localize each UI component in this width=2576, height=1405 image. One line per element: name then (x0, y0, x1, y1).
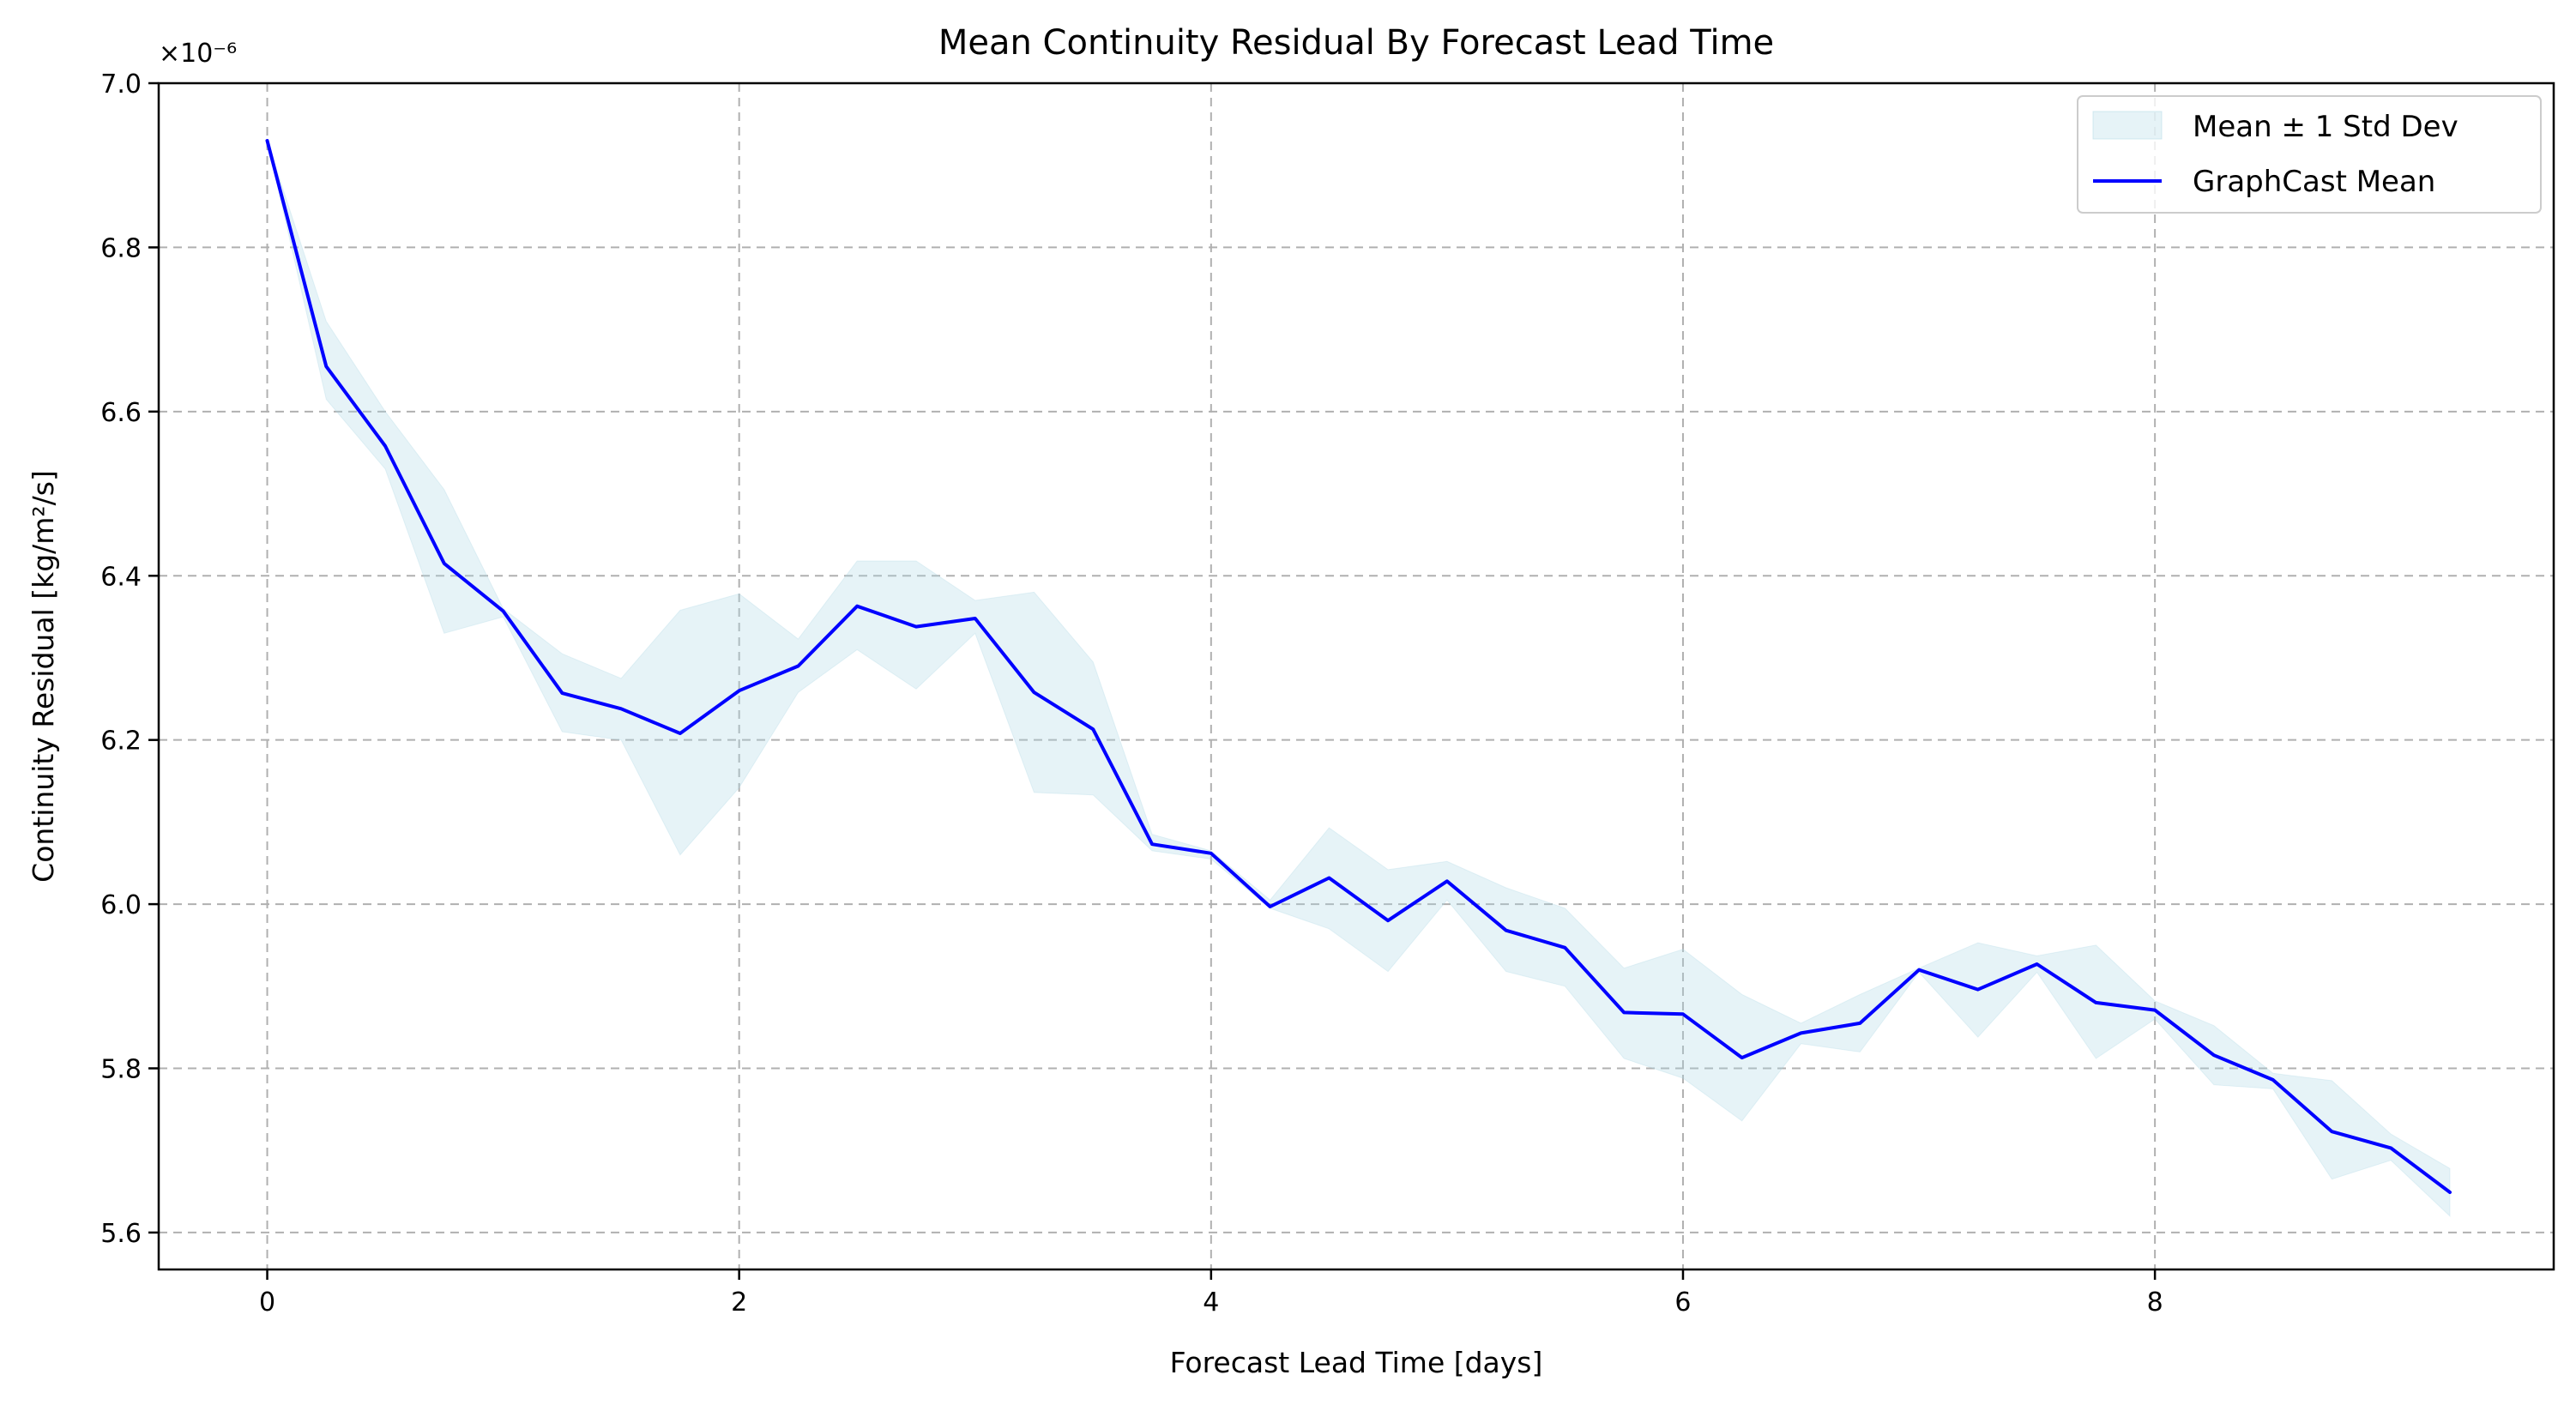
y-axis-label: Continuity Residual [kg/m²/s] (27, 470, 60, 883)
y-tick-label: 6.6 (100, 398, 142, 428)
x-tick-label: 8 (2147, 1287, 2163, 1318)
mean-series-line (265, 139, 2452, 1194)
axes-frame (157, 81, 2555, 1271)
legend: Mean ± 1 Std Dev GraphCast Mean (2077, 95, 2542, 214)
legend-line-label: GraphCast Mean (2193, 165, 2435, 199)
x-tick-label: 4 (1203, 1287, 1219, 1318)
x-tick-label: 0 (259, 1287, 275, 1318)
legend-band-swatch (2092, 111, 2163, 140)
y-tick-label: 6.4 (100, 562, 142, 592)
y-tick-label: 7.0 (100, 69, 142, 99)
legend-band-label: Mean ± 1 Std Dev (2193, 110, 2458, 144)
y-tick-label: 6.2 (100, 727, 142, 757)
y-axis-offset-text: ×10⁻⁶ (159, 39, 237, 69)
chart-title: Mean Continuity Residual By Forecast Lea… (938, 23, 1774, 63)
ticks: 0 2 4 6 8 5.6 5.8 6.0 6.2 6.4 6.6 6.8 7.0 (100, 69, 2163, 1318)
mean-line-layer (265, 139, 2452, 1194)
y-tick-label: 6.0 (100, 890, 142, 920)
x-tick-label: 2 (731, 1287, 747, 1318)
x-tick-label: 6 (1674, 1287, 1691, 1318)
y-tick-label: 5.6 (100, 1219, 142, 1249)
x-axis-label: Forecast Lead Time [days] (1170, 1346, 1543, 1379)
y-tick-label: 6.8 (100, 233, 142, 263)
legend-box (2077, 95, 2542, 214)
y-tick-label: 5.8 (100, 1055, 142, 1085)
